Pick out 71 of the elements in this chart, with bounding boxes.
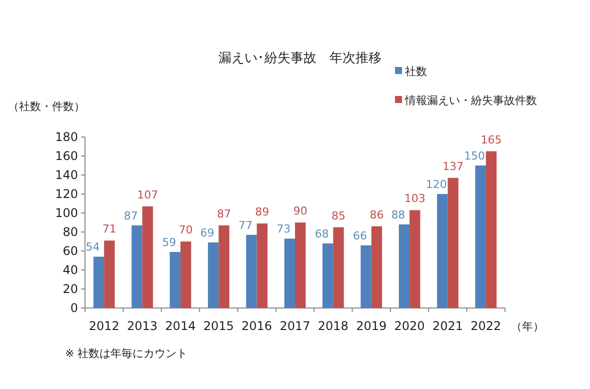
- data-label: 73: [276, 222, 291, 236]
- bar: [398, 224, 410, 308]
- y-tick-label: 80: [62, 225, 78, 239]
- bar: [371, 226, 382, 308]
- y-tick-label: 120: [55, 187, 78, 201]
- data-label: 66: [353, 229, 368, 242]
- data-label: 150: [464, 150, 486, 162]
- bar: [256, 223, 268, 308]
- y-axis-title: （社数・件数）: [8, 100, 85, 113]
- x-tick-label: 2013: [127, 319, 158, 333]
- bar: [437, 194, 448, 308]
- bar: [295, 222, 306, 308]
- bar: [284, 238, 295, 308]
- y-tick-label: 100: [55, 206, 78, 220]
- y-tick-label: 40: [62, 263, 78, 277]
- legend-label: 社数: [405, 65, 427, 78]
- data-label: 87: [124, 209, 138, 222]
- x-tick-label: 2018: [318, 319, 348, 333]
- x-tick-label: 2020: [394, 319, 425, 333]
- x-tick-label: 2017: [280, 319, 310, 333]
- data-label: 103: [404, 192, 426, 206]
- y-tick-label: 60: [62, 244, 78, 258]
- y-tick-label: 0: [70, 301, 78, 315]
- bar: [410, 210, 420, 308]
- bar: [132, 225, 142, 308]
- bar: [104, 240, 115, 308]
- data-label: 70: [178, 224, 193, 236]
- data-label: 137: [442, 160, 464, 173]
- y-tick-label: 140: [55, 168, 78, 182]
- chart-title: 漏えい･紛失事故 年次推移: [218, 51, 382, 66]
- bar: [448, 178, 458, 308]
- bar: [475, 166, 486, 308]
- bar: [218, 225, 230, 308]
- y-tick-label: 160: [55, 149, 78, 163]
- data-label: 54: [86, 240, 100, 254]
- data-label: 90: [293, 204, 308, 218]
- data-label: 59: [162, 236, 176, 249]
- data-label: 107: [137, 188, 158, 202]
- bar: [322, 243, 334, 308]
- data-label: 89: [255, 205, 270, 218]
- x-tick-label: 2012: [88, 319, 120, 333]
- bar: [360, 245, 372, 308]
- data-label: 71: [102, 222, 116, 236]
- data-label: 88: [391, 208, 406, 222]
- data-label: 85: [332, 209, 346, 222]
- x-tick-label: 2015: [203, 319, 234, 333]
- bar: [142, 206, 153, 308]
- y-tick-label: 20: [62, 282, 78, 296]
- data-label: 77: [238, 218, 252, 232]
- data-label: 87: [216, 207, 231, 220]
- bar: [486, 151, 497, 308]
- data-label: 86: [370, 208, 384, 222]
- x-axis-title: （年）: [511, 320, 544, 333]
- y-tick-label: 180: [55, 130, 78, 144]
- bar: [93, 256, 104, 308]
- x-tick-label: 2019: [356, 319, 387, 333]
- legend-label: 情報漏えい・紛失事故件数: [404, 94, 537, 107]
- x-tick-label: 2016: [242, 319, 272, 333]
- x-tick-label: 2014: [165, 319, 196, 333]
- bar: [246, 234, 257, 308]
- bar: [170, 252, 180, 308]
- x-tick-label: 2022: [470, 319, 502, 333]
- data-label: 120: [426, 178, 447, 191]
- bar: [333, 227, 344, 308]
- x-tick-label: 2021: [432, 319, 463, 333]
- data-label: 165: [480, 133, 502, 146]
- text: ※ 社数は年毎にカウント: [65, 347, 188, 360]
- data-label: 69: [200, 226, 214, 240]
- bar: [180, 242, 192, 308]
- bar: [208, 242, 219, 308]
- data-label: 68: [314, 227, 329, 240]
